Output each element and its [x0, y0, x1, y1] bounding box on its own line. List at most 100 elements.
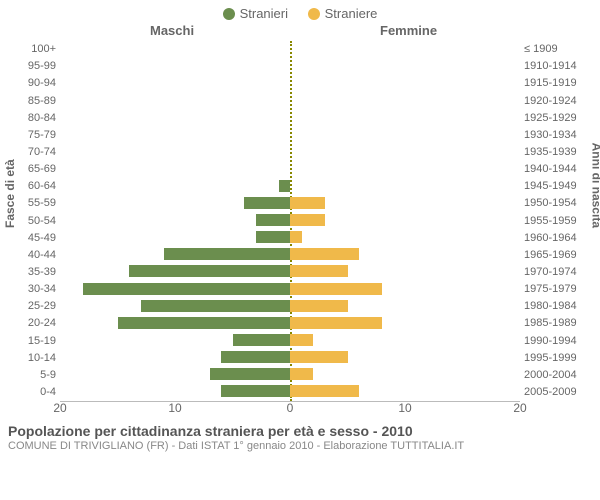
birth-tick: 1930-1934 — [524, 129, 598, 141]
bar-row — [60, 298, 520, 315]
birth-tick: 2005-2009 — [524, 386, 598, 398]
bar-male — [83, 283, 290, 295]
bar-row — [60, 195, 520, 212]
bar-row — [60, 92, 520, 109]
bar-female — [290, 368, 313, 380]
x-tick: 10 — [168, 401, 181, 415]
bar-male — [141, 300, 291, 312]
age-tick: 25-29 — [0, 300, 56, 312]
caption-title: Popolazione per cittadinanza straniera p… — [8, 423, 592, 439]
age-tick: 5-9 — [0, 369, 56, 381]
bar-female — [290, 385, 359, 397]
legend-swatch-male — [223, 8, 235, 20]
birth-tick: 1925-1929 — [524, 112, 598, 124]
bar-female — [290, 248, 359, 260]
bar-male — [210, 368, 291, 380]
header-right: Femmine — [380, 23, 437, 38]
caption-subtitle: COMUNE DI TRIVIGLIANO (FR) - Dati ISTAT … — [8, 440, 592, 452]
birth-tick: ≤ 1909 — [524, 43, 598, 55]
bar-row — [60, 126, 520, 143]
age-tick: 70-74 — [0, 146, 56, 158]
bar-female — [290, 300, 348, 312]
birth-tick: 1975-1979 — [524, 283, 598, 295]
birth-tick: 1915-1919 — [524, 77, 598, 89]
bar-male — [221, 351, 290, 363]
birth-tick: 1965-1969 — [524, 249, 598, 261]
legend-label-female: Straniere — [325, 6, 378, 21]
x-tick: 10 — [398, 401, 411, 415]
bar-female — [290, 265, 348, 277]
bar-female — [290, 334, 313, 346]
x-axis-ticks: 201001020 — [60, 401, 520, 419]
bar-male — [129, 265, 290, 277]
bar-row — [60, 366, 520, 383]
legend-item-male: Stranieri — [223, 6, 288, 21]
chart-caption: Popolazione per cittadinanza straniera p… — [0, 421, 600, 452]
y-ticks-right: ≤ 1909 1910-1914 1915-1919 1920-1924 1925-19… — [524, 41, 598, 401]
age-tick: 40-44 — [0, 249, 56, 261]
bar-row — [60, 161, 520, 178]
age-tick: 75-79 — [0, 129, 56, 141]
bar-row — [60, 178, 520, 195]
bar-female — [290, 351, 348, 363]
bar-female — [290, 317, 382, 329]
birth-tick: 1970-1974 — [524, 266, 598, 278]
bar-row — [60, 263, 520, 280]
birth-tick: 1960-1964 — [524, 232, 598, 244]
header-left: Maschi — [150, 23, 194, 38]
bar-male — [164, 248, 291, 260]
birth-tick: 1995-1999 — [524, 352, 598, 364]
bar-row — [60, 281, 520, 298]
bar-female — [290, 231, 302, 243]
bar-row — [60, 41, 520, 58]
age-tick: 0-4 — [0, 386, 56, 398]
birth-tick: 1920-1924 — [524, 95, 598, 107]
birth-tick: 1985-1989 — [524, 317, 598, 329]
x-tick: 20 — [53, 401, 66, 415]
birth-tick: 1910-1914 — [524, 60, 598, 72]
bar-female — [290, 197, 325, 209]
legend-item-female: Straniere — [308, 6, 378, 21]
age-tick: 45-49 — [0, 232, 56, 244]
bar-row — [60, 75, 520, 92]
age-tick: 85-89 — [0, 95, 56, 107]
age-tick: 30-34 — [0, 283, 56, 295]
birth-tick: 1940-1944 — [524, 163, 598, 175]
age-tick: 80-84 — [0, 112, 56, 124]
age-tick: 10-14 — [0, 352, 56, 364]
bar-female — [290, 283, 382, 295]
bar-male — [118, 317, 291, 329]
legend-label-male: Stranieri — [240, 6, 288, 21]
bar-row — [60, 109, 520, 126]
y-ticks-left: 100+95-9990-9485-8980-8475-7970-7465-696… — [0, 41, 56, 401]
age-tick: 90-94 — [0, 77, 56, 89]
birth-tick: 1990-1994 — [524, 335, 598, 347]
bar-male — [221, 385, 290, 397]
bar-male — [256, 231, 291, 243]
bar-row — [60, 315, 520, 332]
bar-row — [60, 229, 520, 246]
chart-area: Fasce di età Anni di nascita 100+95-9990… — [0, 41, 600, 421]
bar-row — [60, 246, 520, 263]
bar-male — [256, 214, 291, 226]
x-tick: 20 — [513, 401, 526, 415]
birth-tick: 1945-1949 — [524, 180, 598, 192]
plot-region — [60, 41, 520, 401]
age-tick: 60-64 — [0, 180, 56, 192]
bar-row — [60, 212, 520, 229]
birth-tick: 1980-1984 — [524, 300, 598, 312]
age-tick: 55-59 — [0, 197, 56, 209]
x-tick: 0 — [287, 401, 294, 415]
age-tick: 50-54 — [0, 215, 56, 227]
bar-row — [60, 349, 520, 366]
bar-row — [60, 143, 520, 160]
column-headers: Maschi Femmine — [0, 23, 600, 41]
age-tick: 20-24 — [0, 317, 56, 329]
birth-tick: 1935-1939 — [524, 146, 598, 158]
chart-legend: Stranieri Straniere — [0, 0, 600, 23]
birth-tick: 1955-1959 — [524, 215, 598, 227]
birth-tick: 1950-1954 — [524, 197, 598, 209]
legend-swatch-female — [308, 8, 320, 20]
bar-male — [244, 197, 290, 209]
birth-tick: 2000-2004 — [524, 369, 598, 381]
